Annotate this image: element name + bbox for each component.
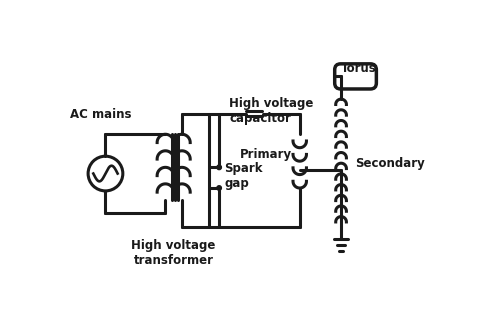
Text: Spark
gap: Spark gap	[224, 162, 263, 190]
Circle shape	[217, 165, 221, 169]
Text: Secondary: Secondary	[356, 157, 425, 170]
Text: High voltage
transformer: High voltage transformer	[132, 239, 216, 267]
Text: AC mains: AC mains	[71, 108, 132, 121]
Text: High voltage
capacitor: High voltage capacitor	[229, 97, 314, 125]
Text: Primary: Primary	[240, 148, 292, 162]
Text: Torus: Torus	[341, 62, 377, 75]
Circle shape	[217, 186, 221, 190]
